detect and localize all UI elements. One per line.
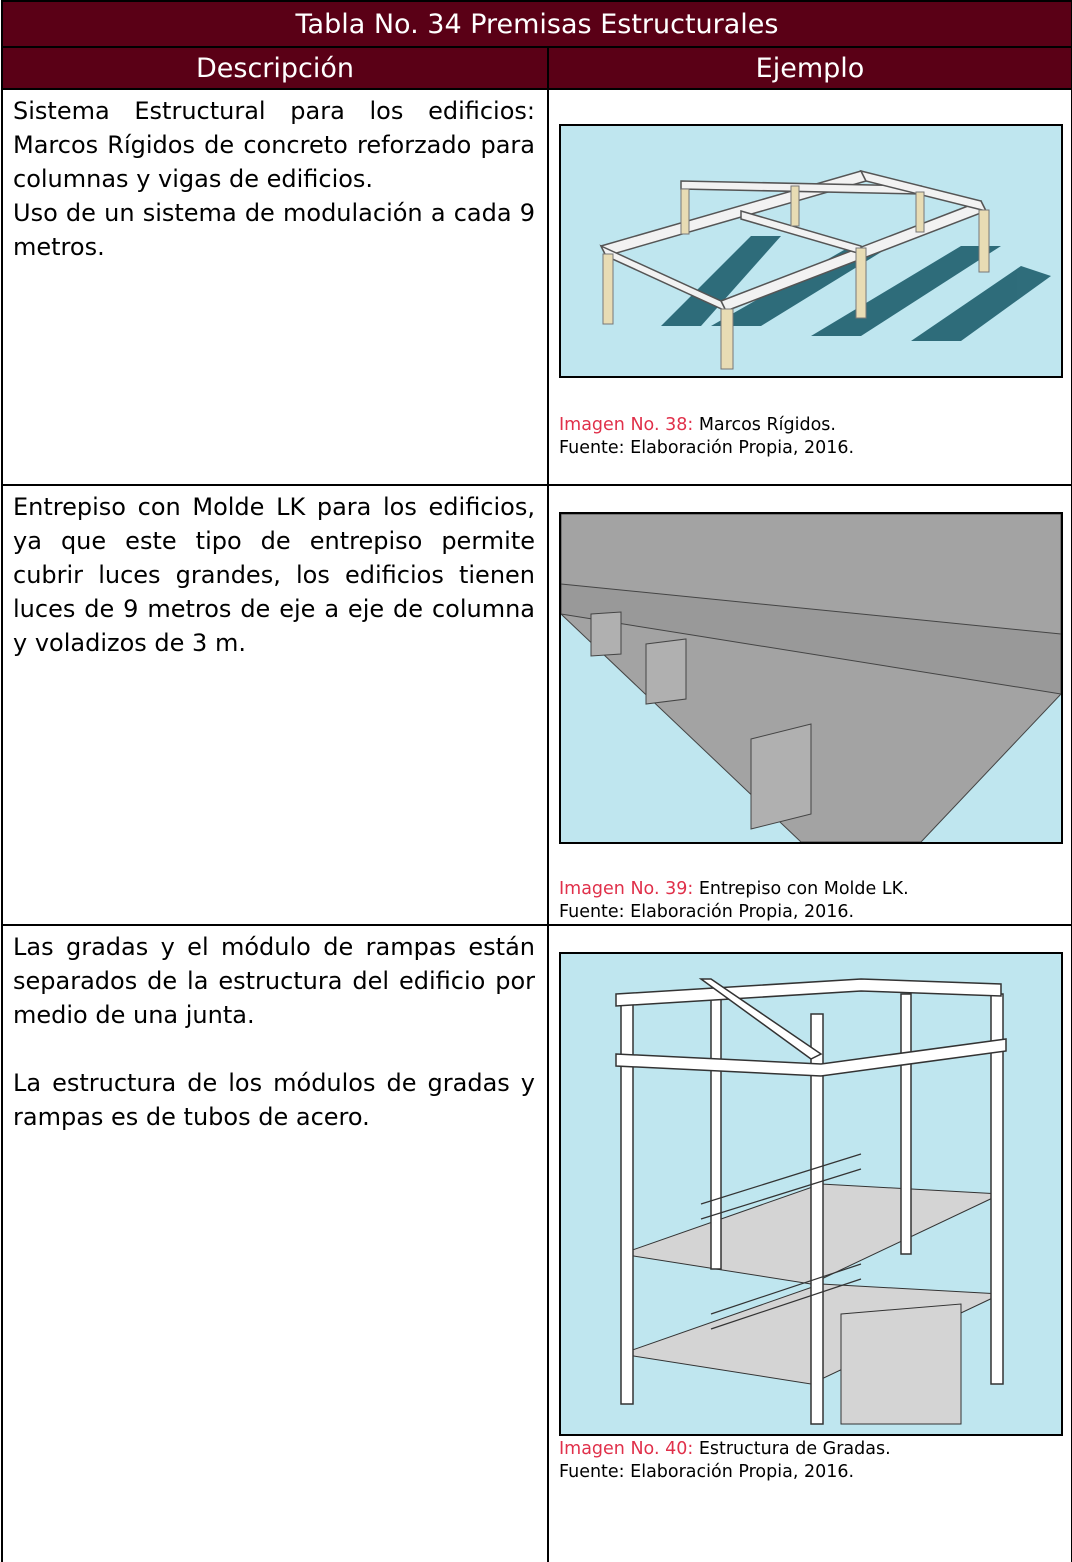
caption: Imagen No. 38: Marcos Rígidos. Fuente: El… (559, 414, 1061, 460)
row: Sistema Estructural para los edificios: … (1, 88, 1072, 486)
caption-label: Imagen No. 40: (559, 1439, 694, 1459)
caption-text: Estructura de Gradas. (698, 1439, 891, 1459)
paragraph: Las gradas y el módulo de rampas están s… (13, 933, 535, 1029)
header-row: Descripción Ejemplo (1, 46, 1072, 90)
header-cell: Descripción (1, 46, 549, 90)
caption: Imagen No. 40: Estructura de Gradas. Fuen… (559, 1438, 1061, 1484)
header-cell: Ejemplo (547, 46, 1072, 90)
caption-label: Imagen No. 39: (559, 879, 694, 899)
caption-label: Imagen No. 38: (559, 415, 694, 435)
title-row: Tabla No. 34 Premisas Estructurales (1, 0, 1072, 48)
row: Las gradas y el módulo de rampas están s… (1, 924, 1072, 1562)
paragraph: Uso de un sistema de modulación a cada 9… (13, 199, 535, 261)
illustration (559, 124, 1063, 378)
caption-source: Fuente: Elaboración Propia, 2016. (559, 1462, 855, 1482)
description-cell: Entrepiso con Molde LK para los edificio… (1, 484, 549, 926)
description-cell: Las gradas y el módulo de rampas están s… (1, 924, 549, 1562)
row: Entrepiso con Molde LK para los edificio… (1, 484, 1072, 926)
description-cell: Sistema Estructural para los edificios: … (1, 88, 549, 486)
example-cell: Imagen No. 40: Estructura de Gradas. Fuen… (547, 924, 1072, 1562)
paragraph: La estructura de los módulos de gradas y… (13, 1069, 535, 1131)
caption-source: Fuente: Elaboración Propia, 2016. (559, 902, 855, 922)
illustration (559, 952, 1063, 1436)
example-cell: Imagen No. 38: Marcos Rígidos. Fuente: El… (547, 88, 1072, 486)
caption-text: Entrepiso con Molde LK. (698, 879, 909, 899)
example-cell: Imagen No. 39: Entrepiso con Molde LK. Fu… (547, 484, 1072, 926)
paragraph: Sistema Estructural para los edificios: … (13, 97, 535, 193)
illustration (559, 512, 1063, 844)
table-title: Tabla No. 34 Premisas Estructurales (1, 0, 1072, 48)
paragraph: Entrepiso con Molde LK para los edificio… (13, 493, 535, 657)
caption-text: Marcos Rígidos. (698, 415, 836, 435)
caption: Imagen No. 39: Entrepiso con Molde LK. Fu… (559, 878, 1061, 924)
caption-source: Fuente: Elaboración Propia, 2016. (559, 438, 855, 458)
